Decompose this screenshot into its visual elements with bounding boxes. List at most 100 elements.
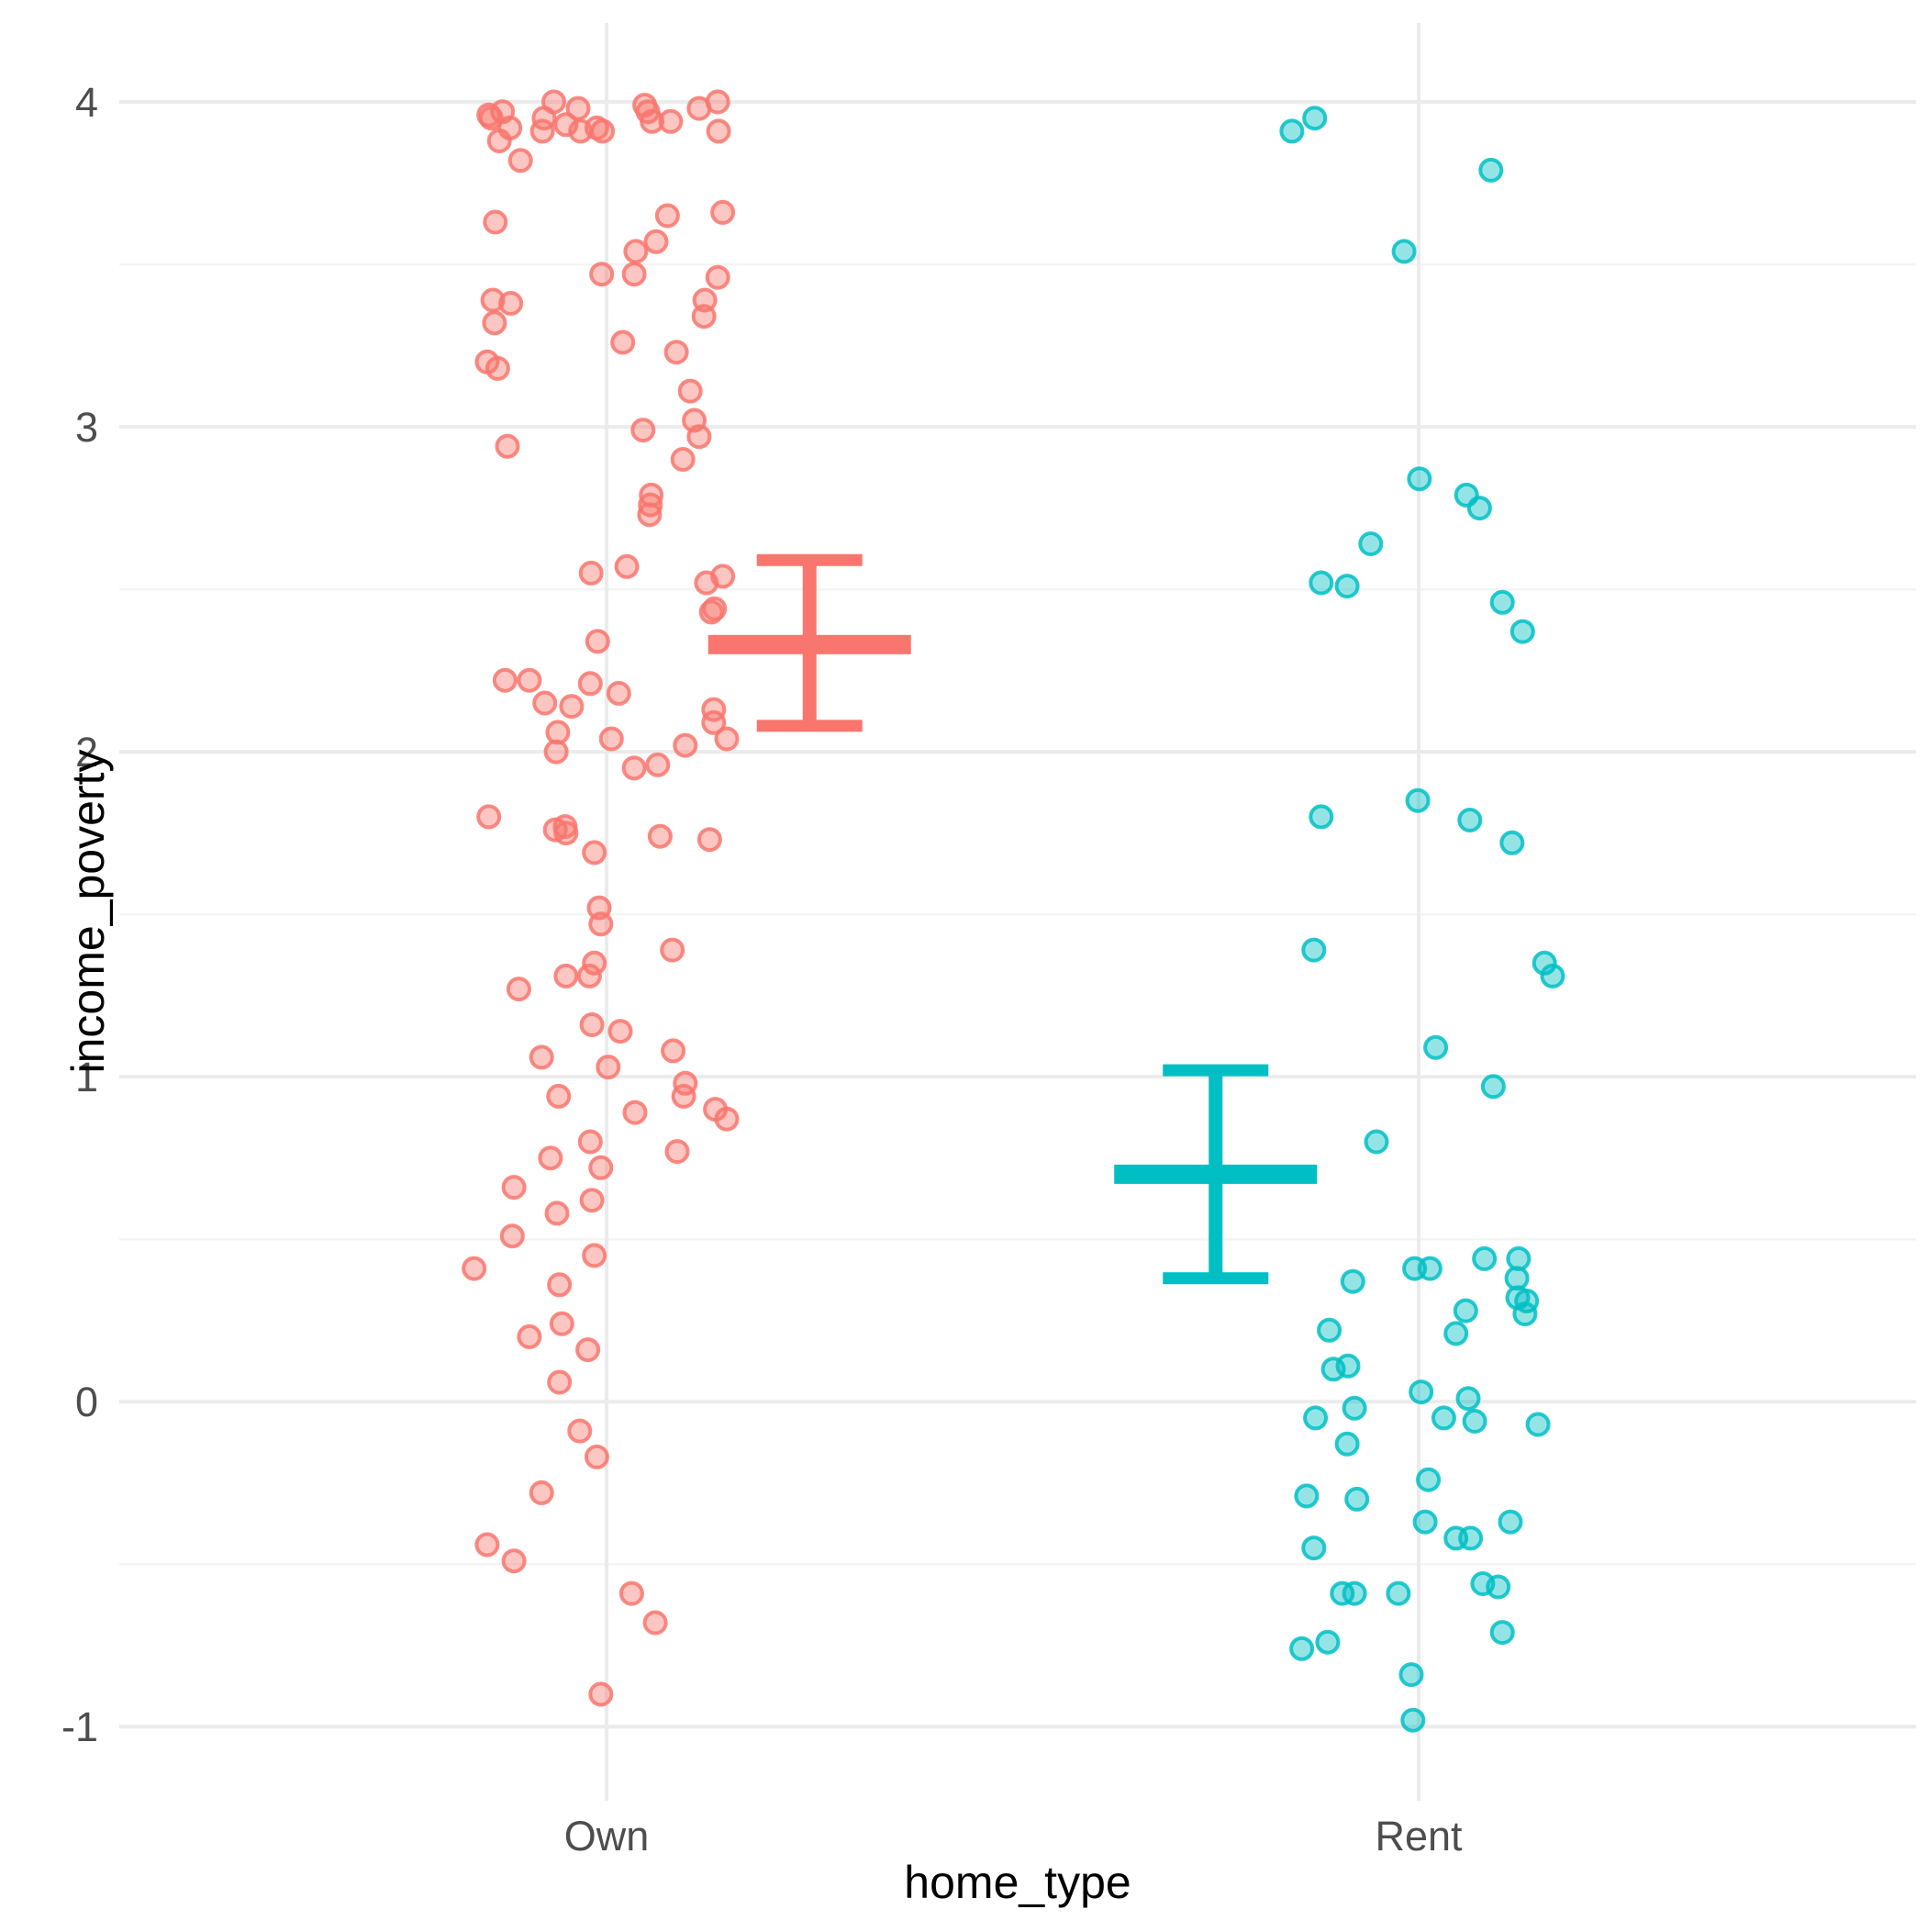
own-jitter-point: [492, 667, 518, 693]
own-jitter-point: [549, 1311, 574, 1336]
rent-jitter-point: [1457, 808, 1483, 832]
major-gridlines: [119, 100, 1916, 1729]
y-axis-tick-labels: 4 3 2 1 0 -1: [61, 79, 98, 1750]
own-jitter-point: [660, 937, 685, 963]
own-jitter-point: [582, 950, 607, 976]
rent-jitter-point: [1289, 1636, 1315, 1661]
rent-jitter-point: [1302, 106, 1328, 131]
rent-jitter-point: [1301, 937, 1327, 963]
own-jitter-point: [565, 95, 591, 121]
rent-jitter-point: [1532, 950, 1557, 976]
rent-jitter-point: [1279, 118, 1305, 144]
rent-jitter-point: [1405, 787, 1431, 813]
errorbar-mean-crossbar: [707, 634, 911, 654]
own-jitter-point: [696, 827, 722, 853]
own-jitter-point: [663, 340, 689, 365]
rent-jitter-point: [1303, 1405, 1329, 1431]
own-jitter-point: [582, 840, 607, 865]
own-jitter-point: [621, 755, 647, 781]
rent-jitter-point: [1335, 1353, 1361, 1379]
y-axis-title: income_poverty: [62, 750, 114, 1074]
rent-jitter-point: [1489, 589, 1515, 615]
rent-jitter-point: [1309, 804, 1334, 830]
rent-jitter-point: [1423, 1034, 1449, 1060]
own-jitter-point: [623, 239, 649, 264]
own-jitter-point: [588, 911, 614, 937]
own-jitter-point: [645, 752, 671, 777]
own-jitter-point: [630, 418, 656, 443]
own-jitter-point: [642, 1610, 668, 1636]
rent-jitter-point: [1364, 1129, 1389, 1155]
own-jitter-point: [590, 118, 616, 144]
rent-jitter-point: [1466, 496, 1492, 521]
x-tick-label-rent: Rent: [1375, 1813, 1463, 1859]
rent-jitter-point: [1478, 157, 1504, 183]
own-jitter-point: [544, 1201, 570, 1226]
y-tick-label-4: 4: [75, 79, 98, 126]
rent-jitter-point: [1458, 1525, 1484, 1551]
errorbar-mean-crossbar: [1114, 1164, 1318, 1184]
own-jitter-point: [643, 229, 669, 254]
rent-jitter-point: [1462, 1409, 1487, 1434]
y-tick-label--1: -1: [61, 1703, 98, 1750]
own-points-layer: [462, 89, 740, 1707]
rent-jitter-point: [1499, 830, 1525, 855]
own-jitter-point: [607, 1019, 633, 1044]
own-jitter-point: [567, 1418, 593, 1444]
own-jitter-point: [654, 203, 680, 229]
own-jitter-point: [588, 1155, 614, 1180]
rent-jitter-point: [1417, 1256, 1442, 1281]
mean-ci-errorbars: [707, 553, 1318, 1285]
own-jitter-point: [664, 1139, 690, 1165]
x-tick-label-own: Own: [564, 1813, 650, 1859]
own-jitter-point: [485, 355, 510, 381]
own-jitter-point: [658, 108, 684, 134]
own-jitter-point: [705, 264, 730, 290]
own-jitter-point: [596, 1055, 621, 1080]
rent-jitter-point: [1342, 1580, 1367, 1606]
rent-jitter-point: [1309, 570, 1334, 596]
rent-jitter-point: [1486, 1574, 1511, 1600]
rent-jitter-point: [1443, 1321, 1469, 1346]
rent-jitter-point: [1391, 239, 1417, 264]
y-tick-label-1: 1: [75, 1054, 98, 1100]
rent-jitter-point: [1317, 1317, 1342, 1343]
rent-jitter-point: [1400, 1707, 1426, 1733]
own-jitter-point: [483, 209, 508, 235]
own-jitter-point: [673, 732, 698, 758]
errorbar-rent: [1114, 1064, 1318, 1285]
own-jitter-point: [621, 262, 647, 287]
rent-jitter-point: [1301, 1536, 1327, 1561]
own-jitter-point: [499, 1223, 525, 1249]
own-jitter-point: [474, 1532, 500, 1558]
own-jitter-point: [501, 1175, 527, 1201]
own-jitter-point: [705, 89, 730, 115]
own-jitter-point: [691, 304, 717, 329]
own-jitter-point: [670, 447, 696, 472]
rent-jitter-point: [1472, 1245, 1498, 1271]
y-tick-label-0: 0: [75, 1379, 98, 1425]
own-jitter-point: [543, 739, 569, 765]
minor-gridlines: [119, 262, 1916, 1566]
own-jitter-point: [553, 963, 579, 988]
errorbar-top-cap: [1163, 1064, 1269, 1077]
own-jitter-point: [517, 667, 542, 693]
own-jitter-point: [701, 709, 727, 735]
own-jitter-point: [529, 118, 555, 144]
own-jitter-point: [618, 1580, 644, 1606]
errorbar-bottom-cap: [1163, 1272, 1269, 1285]
own-jitter-point: [506, 977, 531, 1002]
rent-jitter-point: [1455, 1386, 1481, 1412]
rent-jitter-point: [1480, 1074, 1506, 1100]
own-jitter-point: [637, 502, 663, 528]
y-tick-label-2: 2: [75, 729, 98, 776]
own-jitter-point: [640, 108, 665, 134]
x-axis-title: home_type: [904, 1857, 1131, 1908]
rent-jitter-point: [1358, 531, 1384, 556]
own-jitter-point: [532, 690, 558, 716]
own-jitter-point: [559, 694, 585, 720]
own-jitter-point: [582, 1243, 607, 1268]
own-jitter-point: [498, 291, 524, 316]
